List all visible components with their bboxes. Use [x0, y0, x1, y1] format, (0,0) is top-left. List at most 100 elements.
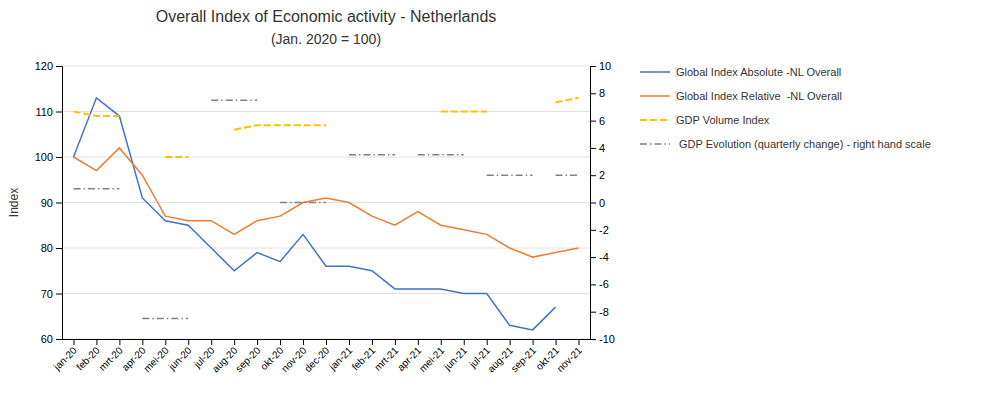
tick-mark	[590, 339, 596, 340]
tick-label: -4	[599, 251, 609, 263]
tick-mark	[590, 203, 596, 204]
tick-label: -10	[599, 333, 615, 345]
x-axis-tick: nov-21	[555, 339, 585, 374]
legend-item: Global Index Absolute -NL Overall	[640, 66, 841, 78]
y2-axis-tick: 2	[590, 169, 605, 181]
tick-label: mei-20	[141, 344, 171, 374]
tick-label: 2	[599, 169, 605, 181]
legend-swatch	[640, 95, 670, 97]
tick-label: dec-20	[302, 344, 332, 374]
y-axis-title: Index	[7, 188, 21, 217]
tick-mark	[590, 257, 596, 258]
tick-mark	[590, 284, 596, 285]
legend-item: Global Index Relative -NL Overall	[640, 90, 842, 102]
tick-mark	[487, 339, 488, 345]
x-axis-tick: mei-20	[141, 339, 171, 374]
tick-label: 100	[35, 151, 53, 163]
tick-mark	[510, 339, 511, 345]
tick-label: sep-21	[509, 344, 539, 374]
tick-mark	[165, 339, 166, 345]
tick-label: feb-21	[350, 344, 378, 372]
y2-axis-tick: 4	[590, 142, 605, 154]
tick-mark	[349, 339, 350, 345]
x-axis-tick: jun-20	[166, 339, 194, 373]
legend-label: GDP Volume Index	[676, 114, 770, 126]
tick-mark	[56, 294, 62, 295]
x-axis-tick: dec-20	[302, 339, 332, 374]
tick-label: 4	[599, 142, 605, 154]
x-axis-tick: mrt-20	[97, 339, 126, 373]
chart: jan-20feb-20mrt-20apr-20mei-20jun-20jul-…	[0, 0, 1000, 401]
y2-axis-tick: -6	[590, 278, 609, 290]
tick-mark	[441, 339, 442, 345]
tick-mark	[326, 339, 327, 345]
legend-item: GDP Evolution (quarterly change) - right…	[640, 138, 931, 150]
y2-axis-tick: 6	[590, 115, 605, 127]
series-line	[73, 100, 578, 318]
y-axis-tick: 120	[35, 60, 62, 72]
subtitle: (Jan. 2020 = 100)	[271, 31, 381, 47]
x-axis-tick: mei-21	[417, 339, 447, 374]
y-axis-tick: 80	[41, 242, 62, 254]
legend-label: GDP Evolution (quarterly change) - right…	[676, 138, 931, 150]
x-axis: jan-20feb-20mrt-20apr-20mei-20jun-20jul-…	[51, 339, 591, 374]
legend-label: Global Index Absolute -NL Overall	[676, 66, 841, 78]
series-line	[73, 98, 578, 157]
tick-mark	[142, 339, 143, 345]
tick-mark	[418, 339, 419, 345]
series-line	[73, 98, 555, 330]
x-axis-tick: mrt-21	[372, 339, 401, 373]
grid-line	[62, 157, 590, 158]
x-axis-tick: jun-21	[441, 339, 469, 373]
grid-line	[62, 293, 590, 294]
y2-axis-tick: -10	[590, 333, 615, 345]
y2-axis-tick: 10	[590, 60, 611, 72]
grid	[62, 66, 590, 339]
tick-mark	[73, 339, 74, 345]
y2-axis-tick: 0	[590, 197, 605, 209]
y2-axis-tick: 8	[590, 87, 605, 99]
tick-label: -6	[599, 278, 609, 290]
tick-mark	[590, 121, 596, 122]
tick-mark	[56, 66, 62, 67]
tick-label: jan-20	[51, 344, 79, 372]
y-axis: 60708090100110120	[35, 60, 63, 345]
y-axis-tick: 100	[35, 151, 62, 163]
tick-mark	[590, 93, 596, 94]
tick-label: feb-20	[74, 344, 102, 372]
tick-mark	[257, 339, 258, 345]
x-axis-tick: jan-20	[51, 339, 79, 373]
tick-label: sep-20	[233, 344, 263, 374]
tick-label: -8	[599, 306, 609, 318]
legend-label: Global Index Relative -NL Overall	[676, 90, 842, 102]
tick-label: -2	[599, 224, 609, 236]
legend-swatch	[640, 119, 670, 121]
plot-area	[73, 98, 578, 330]
tick-label: mrt-21	[372, 344, 401, 373]
tick-mark	[395, 339, 396, 345]
tick-mark	[579, 339, 580, 345]
tick-mark	[56, 203, 62, 204]
tick-label: 90	[41, 197, 53, 209]
x-axis-tick: jan-21	[326, 339, 354, 373]
legend: Global Index Absolute -NL Overall Global …	[640, 66, 931, 150]
tick-label: 80	[41, 242, 53, 254]
tick-mark	[280, 339, 281, 345]
tick-mark	[56, 112, 62, 113]
y2-axis-line	[591, 67, 597, 340]
tick-mark	[234, 339, 235, 345]
tick-label: 8	[599, 87, 605, 99]
y-axis-tick: 90	[41, 197, 62, 209]
x-axis-tick: sep-20	[233, 339, 263, 374]
legend-item: GDP Volume Index	[640, 114, 770, 126]
tick-mark	[96, 339, 97, 345]
tick-mark	[533, 339, 534, 345]
tick-mark	[590, 66, 596, 67]
tick-label: aug-21	[485, 344, 515, 374]
tick-label: aug-20	[210, 344, 240, 374]
title: Overall Index of Economic activity - Net…	[156, 8, 497, 25]
tick-label: 10	[599, 60, 611, 72]
y-axis-tick: 60	[41, 333, 62, 345]
tick-mark	[590, 230, 596, 231]
tick-label: jun-20	[166, 344, 194, 372]
